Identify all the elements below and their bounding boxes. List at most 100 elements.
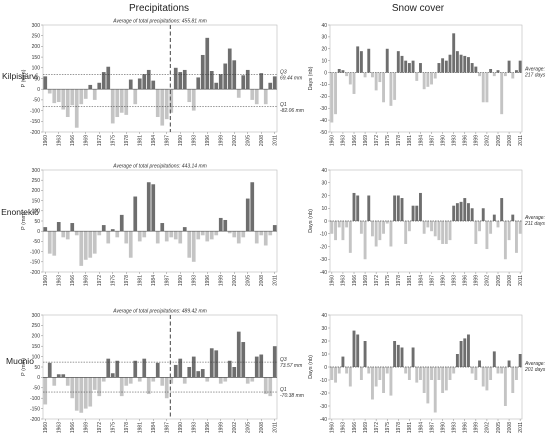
y-tick-label: 0	[37, 375, 40, 381]
x-tick-label: 1966	[352, 275, 358, 286]
bar-1981	[407, 367, 411, 380]
x-tick-label: 1978	[124, 275, 130, 286]
x-tick-label: 2005	[496, 275, 502, 286]
bar-2000	[478, 221, 481, 232]
bar-1977	[393, 195, 397, 221]
bar-1969	[83, 231, 88, 260]
bar-1995	[200, 369, 205, 378]
bar-1997	[467, 57, 470, 73]
bar-2002	[485, 367, 489, 391]
bar-1982	[411, 347, 415, 367]
x-tick-label: 1993	[451, 422, 457, 433]
bar-1964	[345, 72, 349, 77]
bar-1960	[330, 367, 334, 380]
bar-1960	[330, 221, 334, 234]
x-tick-label: 2011	[273, 135, 279, 146]
bar-2003	[236, 231, 241, 244]
y-axis-label: Days (nb)	[308, 209, 314, 233]
bar-1992	[448, 221, 452, 241]
bar-2002	[485, 221, 489, 250]
bar-2004	[492, 72, 496, 77]
bar-1961	[334, 72, 337, 115]
y-tick-label: 40	[321, 23, 327, 29]
bar-1979	[400, 347, 404, 367]
bar-2001	[481, 208, 485, 221]
x-tick-label: 2011	[518, 422, 524, 433]
bar-1998	[214, 350, 219, 378]
bar-2005	[245, 198, 250, 232]
bar-2007	[254, 356, 259, 378]
bar-1986	[160, 377, 165, 386]
bar-1988	[433, 367, 437, 413]
x-tick-label: 1999	[474, 135, 480, 146]
bar-1980	[133, 360, 138, 378]
x-tick-label: 1966	[70, 422, 76, 433]
x-tick-label: 1972	[97, 275, 103, 286]
bar-2002	[232, 367, 237, 378]
y-tick-label: 10	[321, 206, 327, 212]
bar-1988	[169, 377, 174, 384]
bar-1973	[101, 225, 106, 232]
bar-1981	[137, 231, 142, 242]
bar-1981	[137, 377, 142, 382]
threshold-label-q3: Q3	[280, 357, 287, 363]
bar-1992	[187, 367, 192, 378]
bar-1974	[382, 367, 385, 393]
bar-2004	[492, 351, 496, 367]
bar-1994	[455, 203, 459, 221]
bar-1995	[200, 231, 205, 236]
bar-1994	[455, 51, 459, 73]
y-tick-label: 300	[32, 313, 41, 319]
bar-1984	[419, 192, 422, 221]
bar-1962	[337, 221, 341, 228]
enontekio-snow-chart: -40 -30 -20 -10 0 10 20 30 40 Days (nb) 1960 1963 19…	[308, 168, 546, 286]
x-tick-label: 1999	[474, 275, 480, 286]
bar-2004	[241, 231, 246, 238]
y-tick-label: -30	[320, 257, 327, 263]
bar-1985	[422, 367, 426, 393]
bar-1960	[43, 227, 48, 232]
bar-1963	[341, 70, 345, 73]
bar-2009	[263, 89, 268, 105]
x-tick-label: 1960	[330, 422, 336, 433]
bar-2011	[272, 225, 277, 232]
bar-1977	[393, 341, 397, 367]
bar-2010	[515, 70, 518, 73]
bar-1995	[200, 54, 205, 90]
x-tick-label: 1990	[440, 275, 446, 286]
bar-1963	[56, 374, 61, 378]
x-tick-label: 2005	[246, 422, 252, 433]
bar-2005	[496, 221, 500, 228]
bar-1992	[448, 54, 452, 73]
bar-1987	[164, 89, 169, 120]
bar-1995	[459, 341, 463, 367]
bar-1971	[92, 231, 97, 254]
plot-frame	[42, 169, 278, 273]
x-tick-label: 1960	[330, 275, 336, 286]
x-tick-label: 1990	[440, 135, 446, 146]
bar-1977	[119, 214, 124, 232]
bar-1980	[404, 60, 408, 73]
bar-1979	[128, 377, 133, 384]
bar-1989	[437, 63, 441, 73]
bar-1976	[389, 72, 393, 106]
bar-1961	[334, 221, 337, 241]
bar-1977	[119, 89, 124, 113]
threshold-label-q3: Q3	[280, 69, 287, 75]
bar-2009	[511, 214, 515, 221]
y-tick-label: -10	[320, 232, 327, 238]
bar-1989	[173, 67, 178, 90]
bar-1997	[467, 334, 470, 367]
bar-1975	[110, 89, 115, 124]
bar-1969	[83, 89, 88, 99]
x-tick-label: 1996	[463, 275, 469, 286]
y-tick-label: -20	[320, 391, 327, 397]
x-tick-label: 1972	[374, 135, 380, 146]
y-tick-label: -50	[33, 98, 40, 104]
bar-2004	[492, 214, 496, 221]
bar-2008	[259, 354, 264, 378]
bar-1973	[378, 72, 382, 83]
y-tick-label: 0	[37, 87, 40, 93]
y-tick-label: -100	[30, 108, 40, 114]
x-tick-label: 1966	[70, 275, 76, 286]
